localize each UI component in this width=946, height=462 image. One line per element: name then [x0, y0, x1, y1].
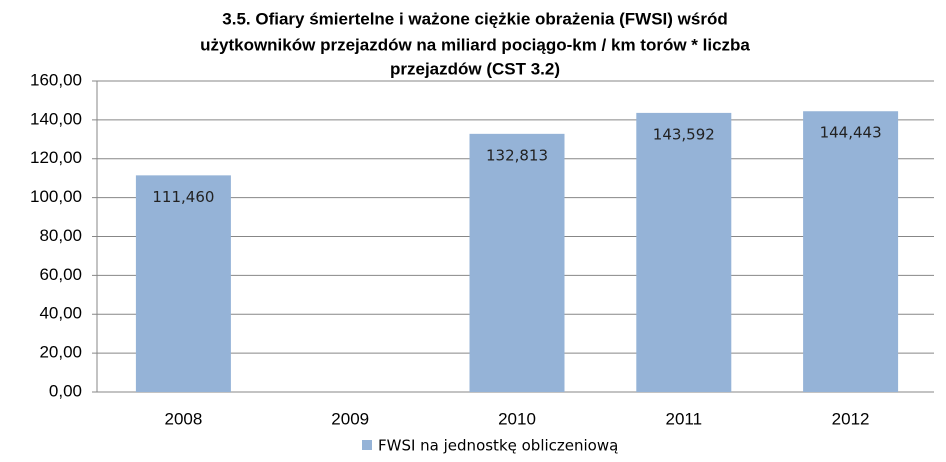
legend-swatch: [362, 440, 372, 450]
value-label: 111,460: [152, 188, 214, 206]
y-tick-label: 40,00: [39, 304, 82, 323]
y-tick-label: 80,00: [39, 226, 82, 245]
value-label: 143,592: [653, 125, 715, 143]
y-tick-label: 120,00: [30, 148, 82, 167]
legend-label: FWSI na jednostkę obliczeniową: [378, 437, 618, 455]
x-tick-label: 2012: [832, 409, 870, 428]
chart-title: przejazdów (CST 3.2): [390, 59, 560, 78]
x-tick-label: 2010: [498, 409, 536, 428]
value-label: 132,813: [486, 146, 548, 164]
y-tick-label: 0,00: [49, 381, 82, 400]
y-tick-label: 100,00: [30, 187, 82, 206]
x-tick-label: 2011: [666, 409, 703, 428]
bar: [803, 111, 899, 392]
bar: [135, 175, 231, 392]
y-tick-label: 20,00: [39, 343, 82, 362]
x-tick-label: 2009: [331, 409, 369, 428]
y-tick-label: 160,00: [30, 70, 82, 89]
x-tick-label: 2008: [164, 409, 202, 428]
chart-title: użytkowników przejazdów na miliard pocią…: [200, 35, 750, 54]
y-tick-label: 140,00: [30, 109, 82, 128]
y-tick-label: 60,00: [39, 265, 82, 284]
value-label: 144,443: [820, 124, 882, 142]
bar: [469, 133, 565, 392]
chart-title: 3.5. Ofiary śmiertelne i ważone ciężkie …: [222, 9, 727, 28]
bar: [636, 112, 732, 392]
